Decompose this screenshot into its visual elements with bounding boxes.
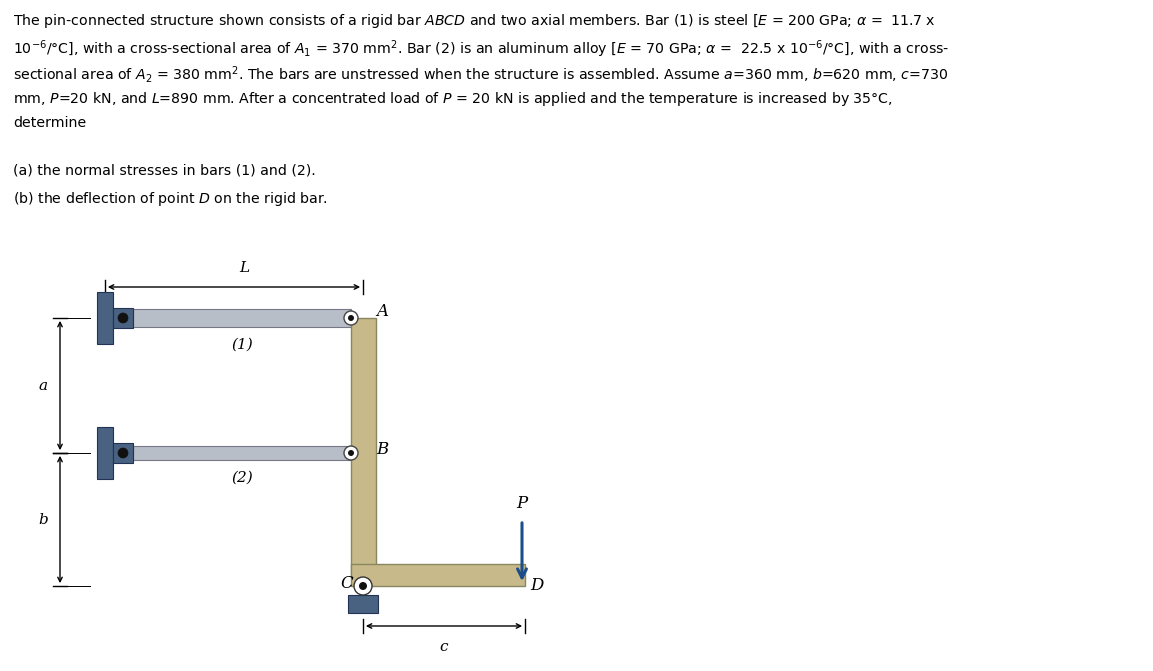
Bar <box>113 443 133 463</box>
Bar <box>97 427 113 479</box>
Circle shape <box>118 313 128 323</box>
Text: A: A <box>376 303 389 321</box>
Bar <box>351 564 525 586</box>
Circle shape <box>118 448 128 458</box>
Circle shape <box>354 577 372 595</box>
Circle shape <box>344 446 357 460</box>
Text: (1): (1) <box>231 338 253 352</box>
Text: (b) the deflection of point $\mathit{D}$ on the rigid bar.: (b) the deflection of point $\mathit{D}$… <box>13 190 327 208</box>
Text: L: L <box>239 261 249 275</box>
Bar <box>113 308 133 328</box>
Text: The pin-connected structure shown consists of a rigid bar $\mathit{ABCD}$ and tw: The pin-connected structure shown consis… <box>13 12 935 30</box>
Text: (a) the normal stresses in bars (1) and (2).: (a) the normal stresses in bars (1) and … <box>13 164 316 178</box>
Text: a: a <box>39 378 48 393</box>
Text: c: c <box>439 640 449 654</box>
Circle shape <box>348 450 354 456</box>
Bar <box>348 595 378 613</box>
Text: D: D <box>530 578 543 595</box>
Bar <box>133 446 351 460</box>
Text: B: B <box>376 440 389 458</box>
Text: b: b <box>38 513 48 527</box>
Circle shape <box>359 582 367 590</box>
Text: determine: determine <box>13 116 86 130</box>
Circle shape <box>348 315 354 321</box>
Text: C: C <box>340 574 353 592</box>
Text: sectional area of $A_2$ = 380 mm$^2$. The bars are unstressed when the structure: sectional area of $A_2$ = 380 mm$^2$. Th… <box>13 64 949 85</box>
Bar <box>97 292 113 344</box>
Text: mm, $P$=20 kN, and $L$=890 mm. After a concentrated load of $P$ = 20 kN is appli: mm, $P$=20 kN, and $L$=890 mm. After a c… <box>13 90 892 108</box>
Bar <box>133 309 351 327</box>
Text: 10$^{-6}$/°C], with a cross-sectional area of $A_1$ = 370 mm$^2$. Bar (2) is an : 10$^{-6}$/°C], with a cross-sectional ar… <box>13 38 949 60</box>
Text: (2): (2) <box>231 471 253 485</box>
Text: P: P <box>517 495 528 512</box>
Circle shape <box>344 311 357 325</box>
Bar <box>351 318 376 575</box>
